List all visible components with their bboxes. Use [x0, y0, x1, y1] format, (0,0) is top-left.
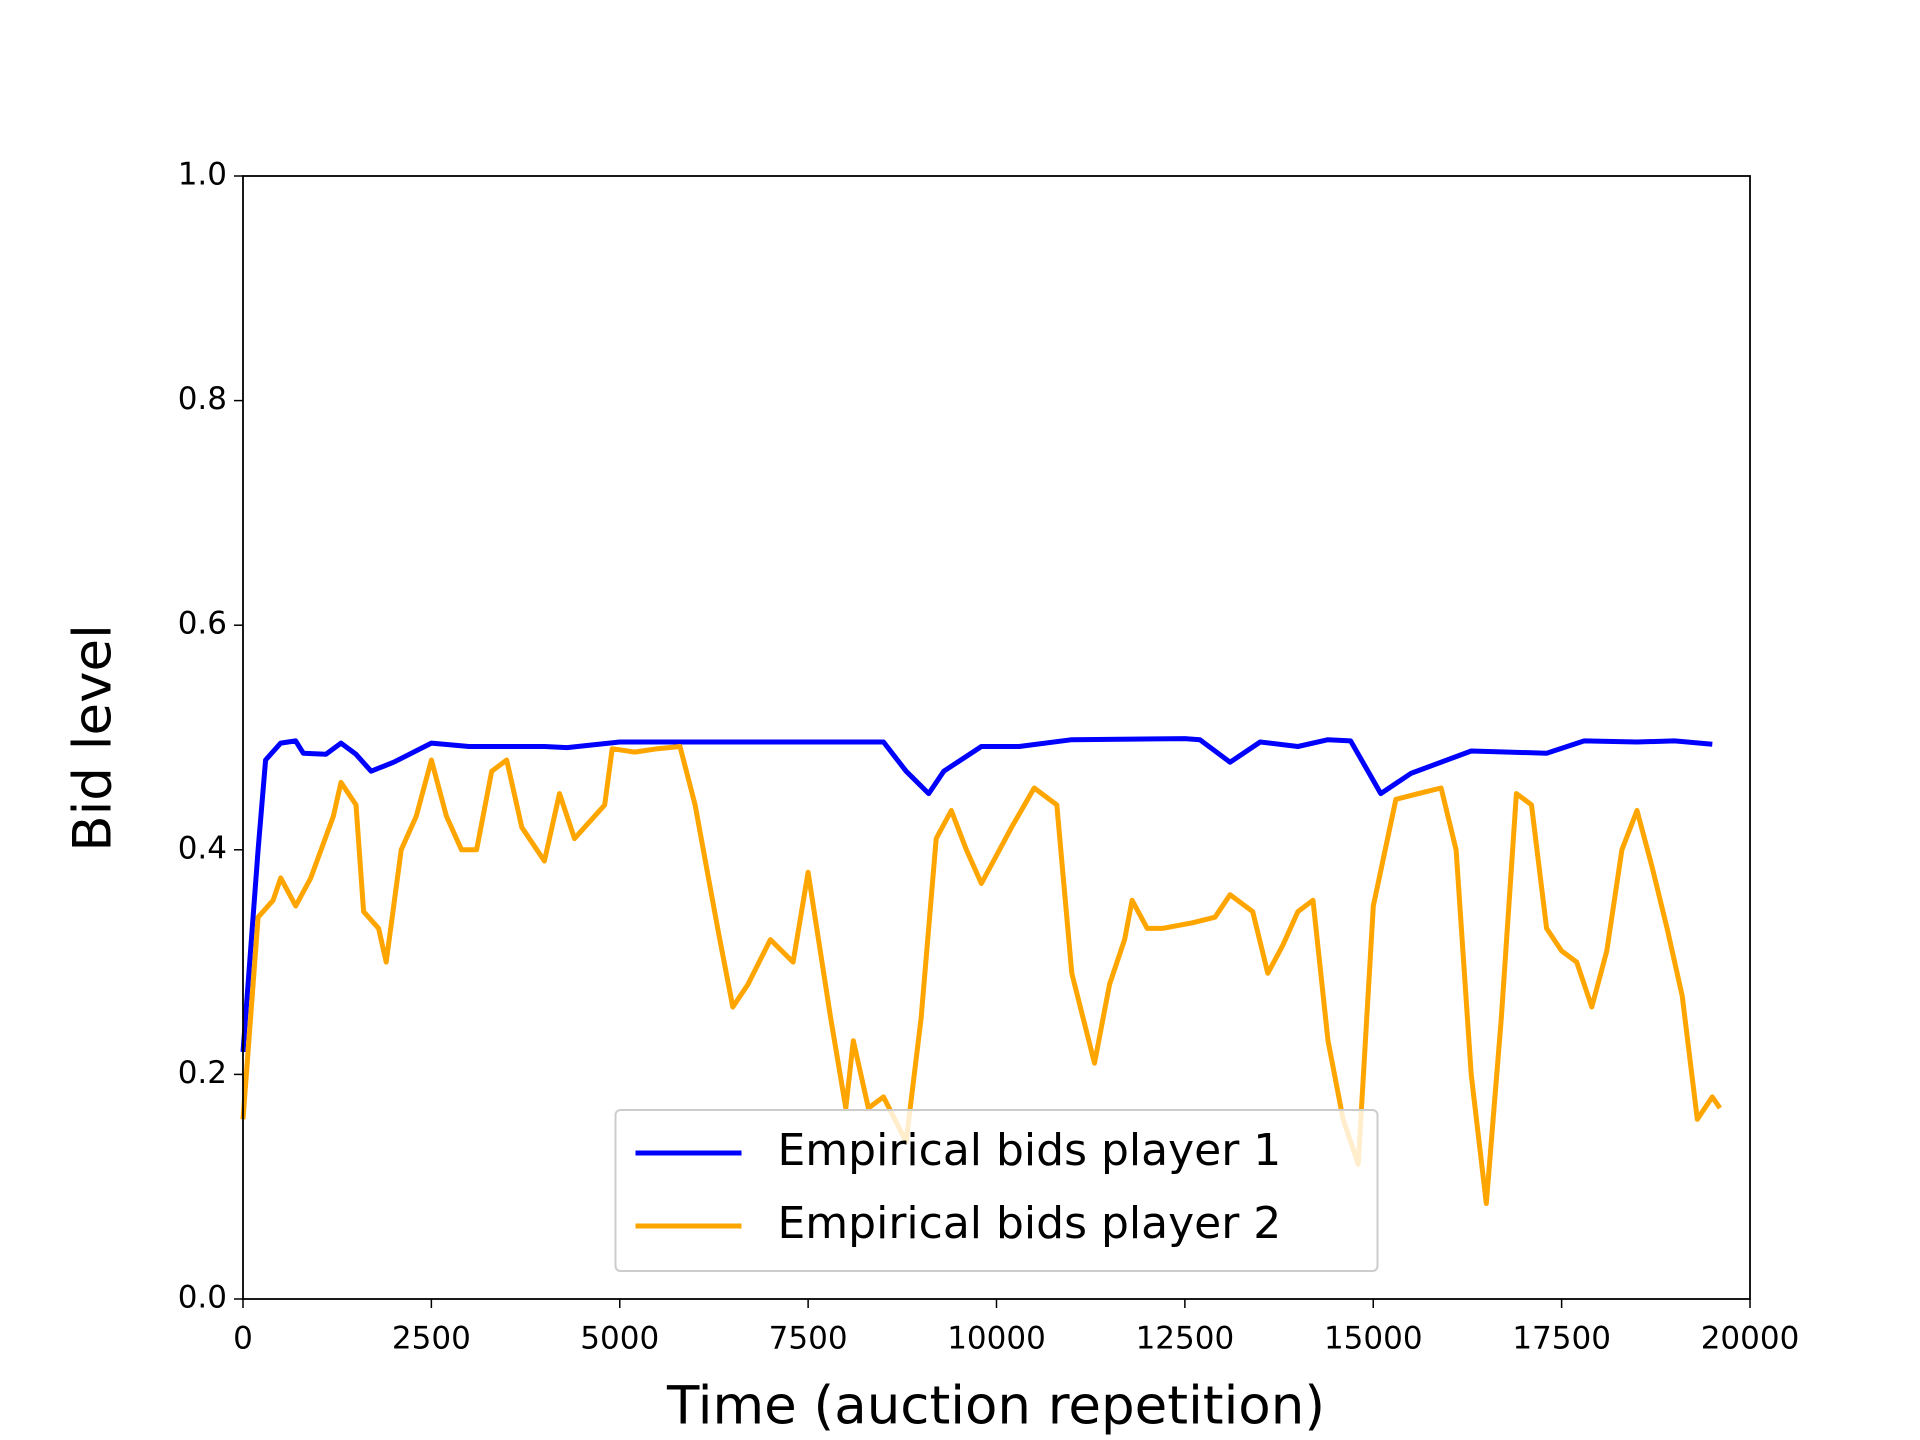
series-line: [240, 736, 1713, 1053]
x-tick-label: 15000: [1324, 1321, 1423, 1357]
y-tick-label: 0.4: [178, 830, 227, 866]
y-tick-label: 0.6: [178, 606, 227, 642]
x-tick-label: 5000: [580, 1321, 659, 1357]
y-tick-label: 0.8: [178, 381, 227, 417]
x-tick-label: 20000: [1701, 1321, 1800, 1357]
x-axis-label: Time (auction repetition): [666, 1376, 1325, 1437]
x-tick-label: 12500: [1136, 1321, 1235, 1357]
legend-label: Empirical bids player 1: [778, 1125, 1282, 1176]
x-tick-label: 0: [233, 1321, 253, 1357]
series-line: [240, 744, 1722, 1206]
legend-box: [614, 1109, 1379, 1272]
x-tick-label: 7500: [769, 1321, 848, 1357]
x-tick-label: 10000: [947, 1321, 1046, 1357]
plot-frame: [242, 175, 1751, 1300]
y-tick-label: 1.0: [178, 157, 227, 193]
y-tick-label: 0.2: [178, 1055, 227, 1091]
legend: Empirical bids player 1 Empirical bids pl…: [614, 1109, 1379, 1272]
legend-label: Empirical bids player 2: [778, 1198, 1282, 1249]
y-tick-label: 0.0: [178, 1280, 227, 1316]
x-tick-label: 17500: [1512, 1321, 1611, 1357]
x-tick-label: 2500: [392, 1321, 471, 1357]
y-axis-label: Bid level: [63, 624, 124, 852]
